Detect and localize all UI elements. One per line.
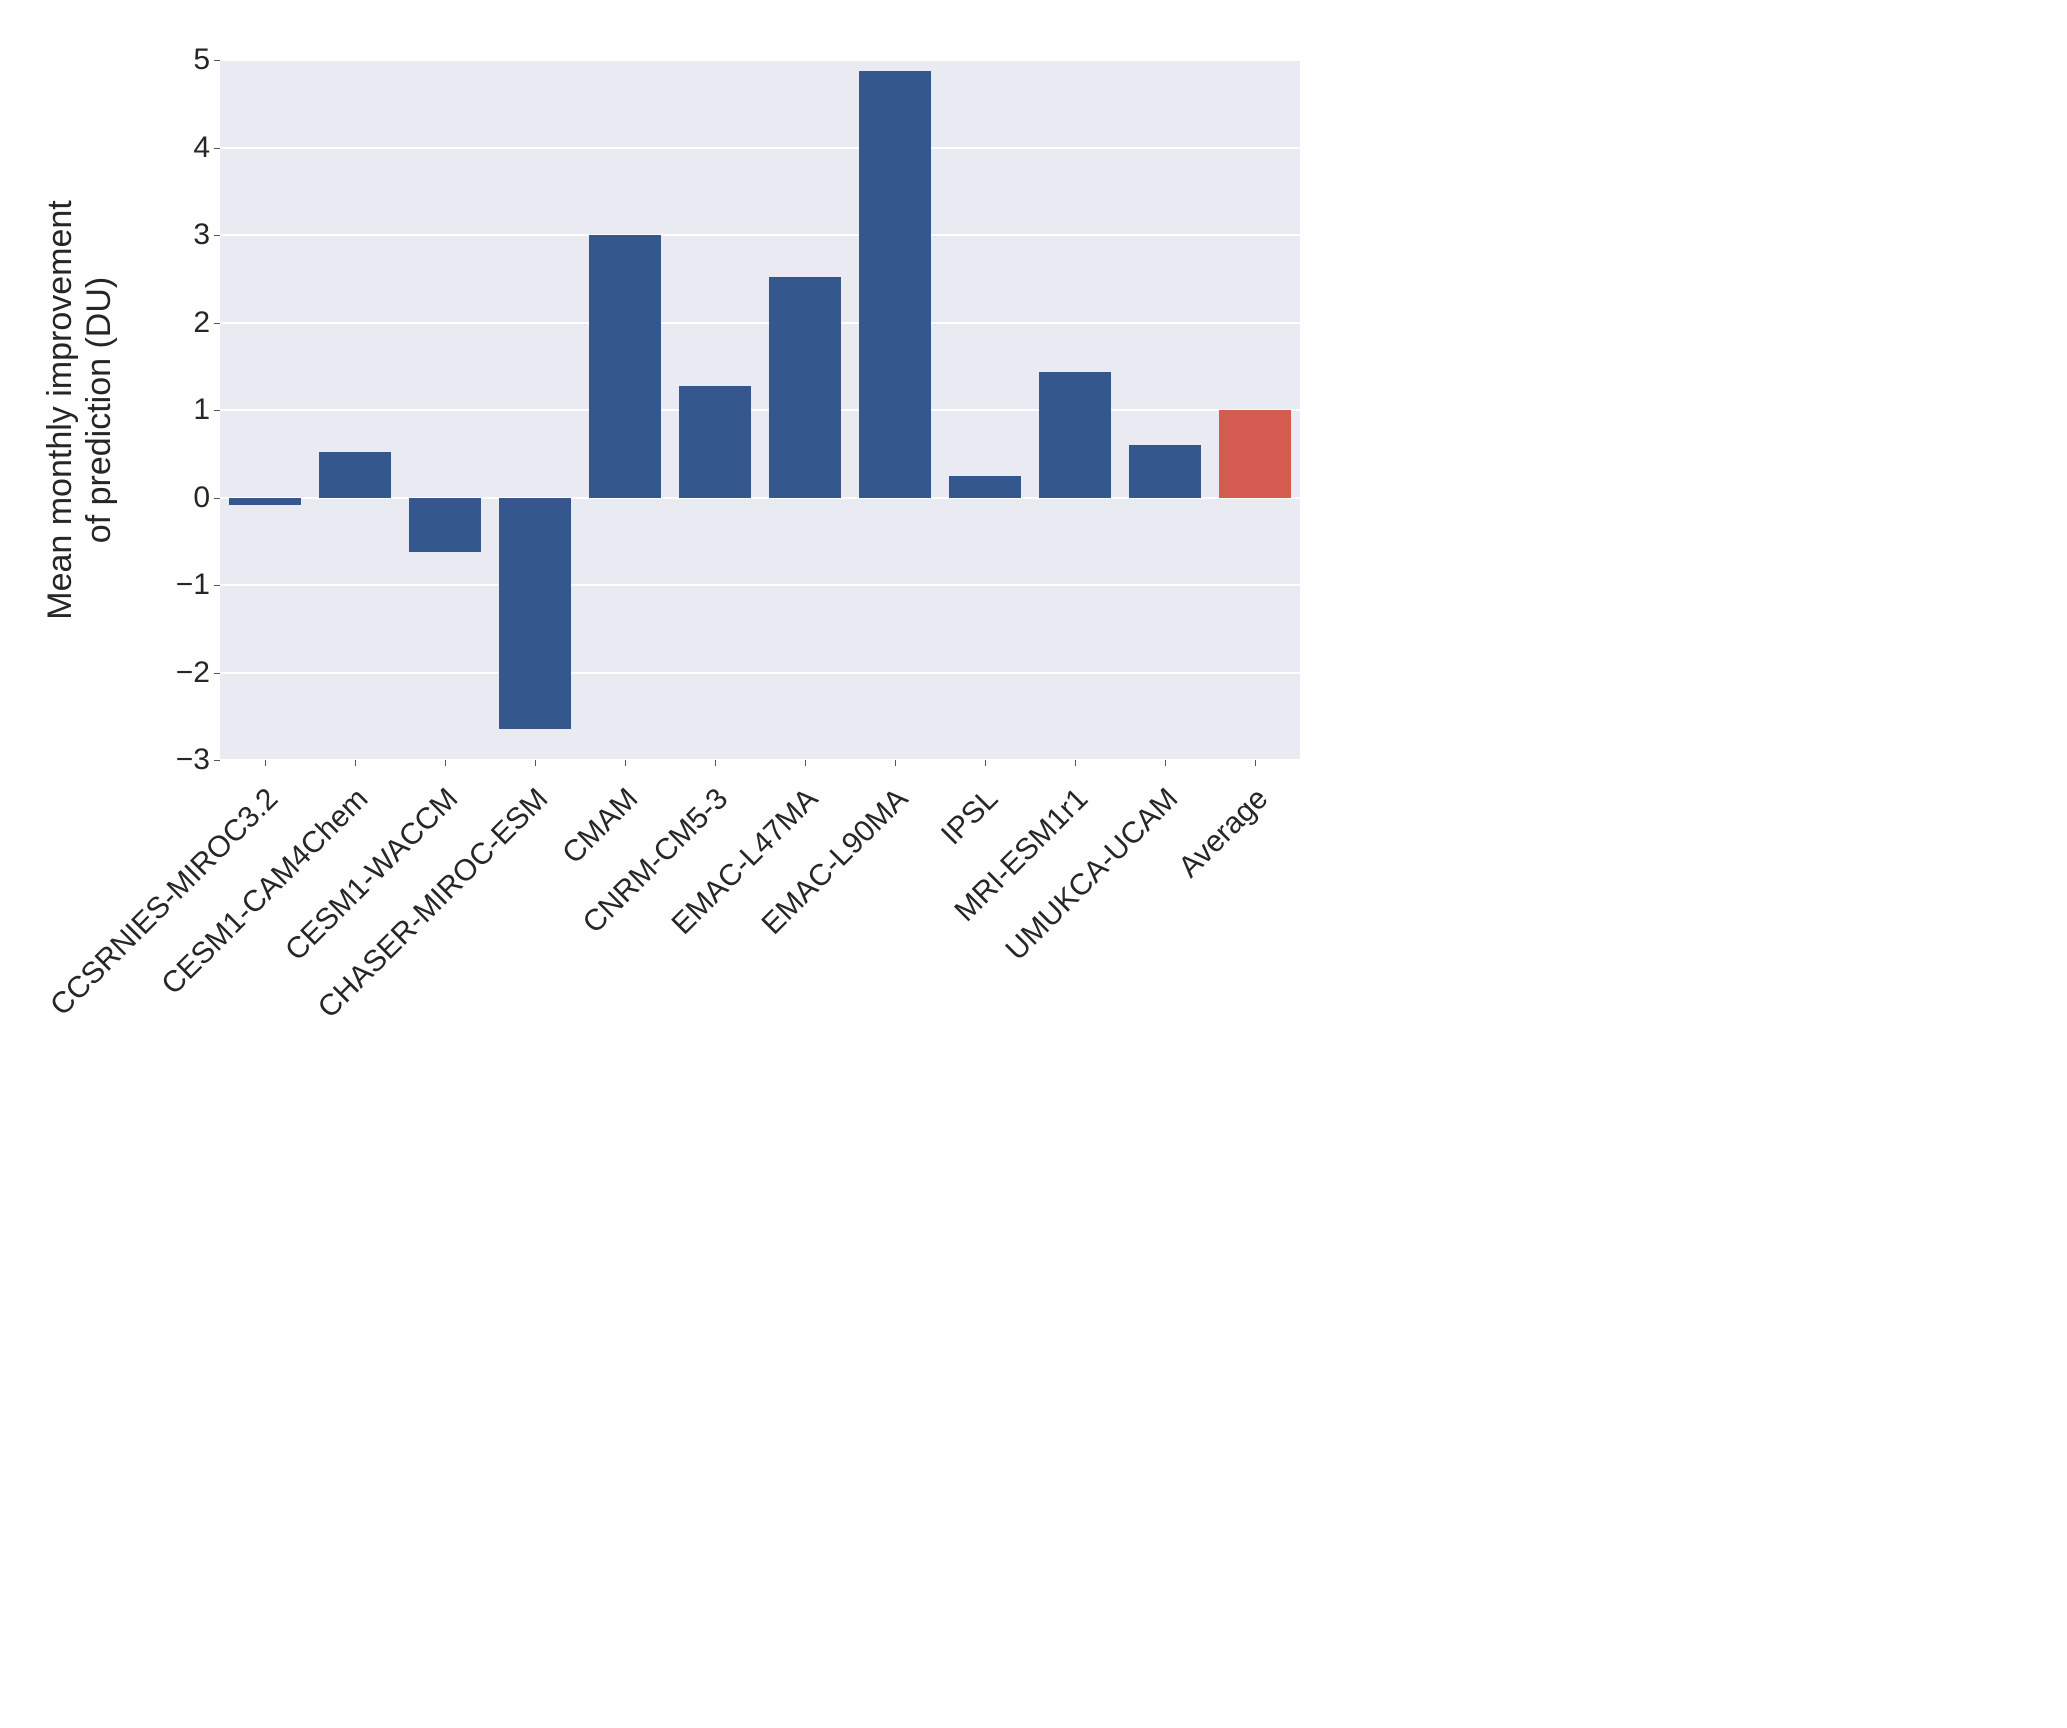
x-tick-mark <box>1075 760 1076 766</box>
x-tick-label: IPSL <box>935 782 1005 852</box>
gridline <box>220 409 1300 411</box>
bar <box>679 386 751 497</box>
x-tick-mark <box>1165 760 1166 766</box>
bar <box>229 498 301 505</box>
gridline <box>220 759 1300 761</box>
x-tick-mark <box>535 760 536 766</box>
y-tick-label: −2 <box>150 656 210 690</box>
bar <box>1039 372 1111 498</box>
y-tick-mark <box>214 323 220 324</box>
y-tick-label: 5 <box>150 43 210 77</box>
gridline <box>220 234 1300 236</box>
bar <box>949 476 1021 498</box>
bar <box>859 71 931 498</box>
y-tick-mark <box>214 60 220 61</box>
x-tick-label: Average <box>1172 782 1275 885</box>
x-tick-mark <box>355 760 356 766</box>
bar <box>1129 445 1201 498</box>
bar <box>1219 410 1291 498</box>
bar <box>319 452 391 498</box>
y-tick-mark <box>214 410 220 411</box>
y-tick-label: −3 <box>150 743 210 777</box>
y-tick-label: 3 <box>150 218 210 252</box>
bar <box>769 277 841 498</box>
y-tick-label: 2 <box>150 306 210 340</box>
gridline <box>220 59 1300 61</box>
chart-container: Mean monthly improvement of prediction (… <box>40 40 1320 1140</box>
x-tick-mark <box>1255 760 1256 766</box>
x-tick-mark <box>445 760 446 766</box>
x-tick-mark <box>715 760 716 766</box>
ylabel-line2: of prediction (DU) <box>80 277 118 543</box>
x-tick-mark <box>985 760 986 766</box>
y-tick-mark <box>214 585 220 586</box>
y-tick-mark <box>214 760 220 761</box>
y-axis-label: Mean monthly improvement of prediction (… <box>41 200 119 620</box>
x-tick-mark <box>895 760 896 766</box>
gridline <box>220 147 1300 149</box>
y-tick-label: 0 <box>150 481 210 515</box>
x-tick-label: CMAM <box>556 782 645 871</box>
y-tick-label: −1 <box>150 568 210 602</box>
y-tick-mark <box>214 673 220 674</box>
y-tick-label: 4 <box>150 131 210 165</box>
y-tick-mark <box>214 148 220 149</box>
y-tick-mark <box>214 235 220 236</box>
bar <box>499 498 571 730</box>
ylabel-line1: Mean monthly improvement <box>41 200 79 620</box>
bar <box>589 235 661 498</box>
x-tick-mark <box>805 760 806 766</box>
plot-area <box>220 60 1300 760</box>
x-tick-label: UMUKCA-UCAM <box>1000 782 1185 967</box>
x-tick-mark <box>265 760 266 766</box>
gridline <box>220 584 1300 586</box>
bar <box>409 498 481 552</box>
y-tick-label: 1 <box>150 393 210 427</box>
y-tick-mark <box>214 498 220 499</box>
gridline <box>220 322 1300 324</box>
x-tick-mark <box>625 760 626 766</box>
gridline <box>220 672 1300 674</box>
